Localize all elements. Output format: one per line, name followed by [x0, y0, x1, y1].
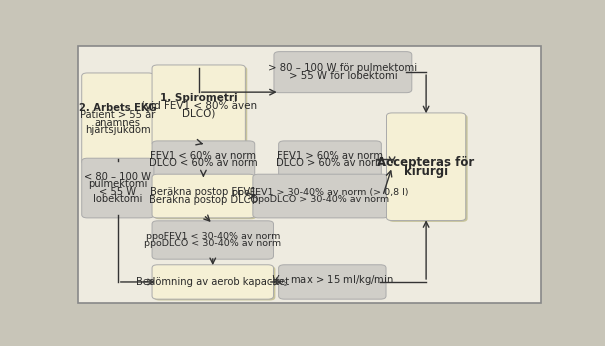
Text: lobektomi: lobektomi: [93, 194, 143, 204]
Text: 1. Spirometri: 1. Spirometri: [160, 93, 238, 103]
Text: $V_{O_2}$ max > 15 ml/kg/min: $V_{O_2}$ max > 15 ml/kg/min: [271, 274, 394, 290]
Text: < 80 – 100 W: < 80 – 100 W: [84, 172, 151, 182]
Text: FEV1 > 60% av norm: FEV1 > 60% av norm: [277, 151, 383, 161]
FancyBboxPatch shape: [152, 65, 246, 146]
FancyBboxPatch shape: [83, 74, 156, 166]
Text: Beräkna postop FEV1: Beräkna postop FEV1: [150, 187, 257, 197]
Text: pulmektomi: pulmektomi: [88, 179, 148, 189]
FancyBboxPatch shape: [152, 265, 273, 299]
Text: kirurgi: kirurgi: [404, 165, 448, 177]
Text: < 55 W: < 55 W: [99, 187, 136, 197]
Text: ppoFEV1 < 30-40% av norm: ppoFEV1 < 30-40% av norm: [146, 232, 280, 241]
Text: (vid FEV1 < 80% även: (vid FEV1 < 80% även: [140, 100, 257, 110]
Text: hjärtsjukdom: hjärtsjukdom: [85, 125, 151, 135]
Text: > 80 – 100 W för pulmektomi: > 80 – 100 W för pulmektomi: [269, 63, 417, 73]
FancyBboxPatch shape: [253, 174, 388, 218]
Text: anamnes: anamnes: [95, 118, 141, 128]
Text: > 55 W för lobektomi: > 55 W för lobektomi: [289, 71, 397, 81]
FancyBboxPatch shape: [152, 221, 273, 259]
Text: 2. Arbets EKG: 2. Arbets EKG: [79, 102, 157, 112]
Text: Accepteras för: Accepteras för: [378, 156, 475, 169]
FancyBboxPatch shape: [388, 114, 468, 222]
FancyBboxPatch shape: [82, 158, 154, 218]
Text: DLCO > 60% av norm: DLCO > 60% av norm: [276, 158, 384, 168]
FancyBboxPatch shape: [154, 66, 247, 147]
FancyBboxPatch shape: [274, 52, 412, 93]
Text: DLCO < 60% av norm: DLCO < 60% av norm: [149, 158, 258, 168]
Text: ppoDLCO > 30-40% av norm: ppoDLCO > 30-40% av norm: [252, 195, 389, 204]
Text: ppoFEV1 > 30-40% av norm (> 0,8 l): ppoFEV1 > 30-40% av norm (> 0,8 l): [232, 188, 409, 197]
Text: Beräkna postop DLCO: Beräkna postop DLCO: [149, 195, 258, 205]
FancyBboxPatch shape: [279, 141, 381, 178]
FancyBboxPatch shape: [152, 141, 255, 178]
Text: Patient > 55 år: Patient > 55 år: [80, 110, 155, 120]
Text: Bedömning av aerob kapacitet: Bedömning av aerob kapacitet: [136, 277, 289, 287]
FancyBboxPatch shape: [152, 174, 255, 218]
FancyBboxPatch shape: [82, 73, 154, 165]
Text: FEV1 < 60% av norm: FEV1 < 60% av norm: [151, 151, 257, 161]
FancyBboxPatch shape: [279, 265, 386, 299]
FancyBboxPatch shape: [154, 266, 275, 300]
Text: DLCO): DLCO): [182, 108, 215, 118]
FancyBboxPatch shape: [387, 113, 466, 220]
FancyBboxPatch shape: [154, 175, 257, 219]
Text: ppoDLCO < 30-40% av norm: ppoDLCO < 30-40% av norm: [144, 239, 281, 248]
FancyBboxPatch shape: [78, 46, 541, 303]
